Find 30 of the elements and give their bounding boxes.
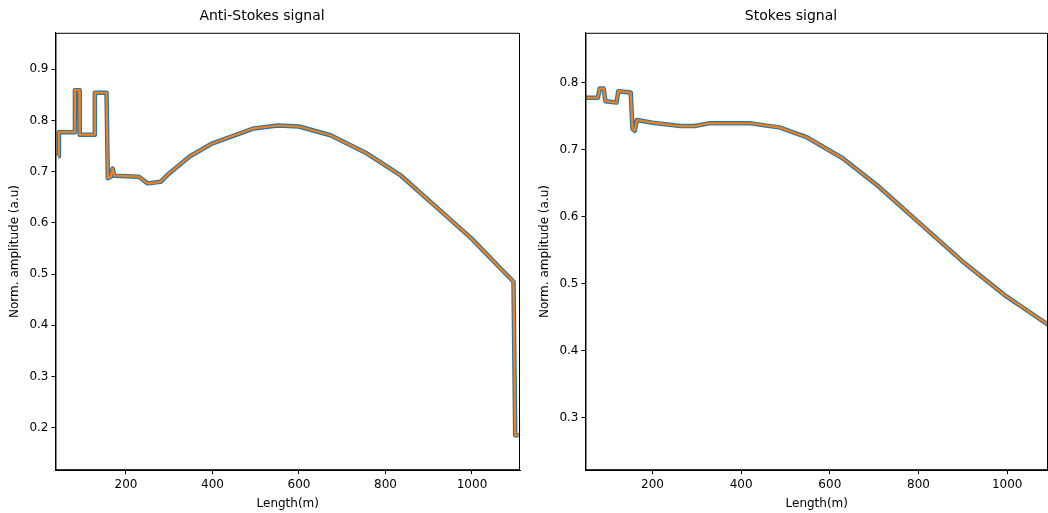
x-tick-label: 600 (287, 476, 311, 491)
x-tick-label: 1000 (456, 476, 488, 491)
x-axis-title: Length(m) (256, 495, 319, 510)
y-axis-title: Norm. amplitude (a.u) (7, 185, 22, 318)
y-tick-label: 0.2 (29, 419, 49, 434)
y-tick-label: 0.7 (559, 141, 579, 156)
y-tick-label: 0.4 (29, 317, 49, 332)
y-tick-label: 0.8 (29, 112, 49, 127)
x-tick-label: 200 (640, 476, 664, 491)
y-axis-title: Norm. amplitude (a.u) (537, 185, 552, 318)
x-tick-label: 800 (374, 476, 397, 491)
y-tick-label: 0.8 (559, 74, 579, 89)
y-tick-label: 0.6 (29, 214, 49, 229)
x-tick-label: 200 (114, 476, 138, 491)
y-tick-label: 0.5 (29, 266, 49, 281)
x-tick-label: 800 (907, 476, 930, 491)
y-tick-label: 0.4 (559, 342, 579, 357)
y-tick-label: 0.3 (29, 368, 49, 383)
x-tick-label: 600 (818, 476, 842, 491)
y-tick-label: 0.6 (559, 208, 579, 223)
x-axis-title: Length(m) (785, 495, 848, 510)
y-tick-label: 0.7 (29, 163, 49, 178)
chart-title: Stokes signal (744, 7, 838, 24)
x-tick-label: 400 (201, 476, 224, 491)
x-tick-label: 400 (729, 476, 753, 491)
y-tick-label: 0.9 (29, 61, 49, 76)
chart-title: Anti-Stokes signal (199, 7, 325, 24)
x-tick-label: 1000 (991, 476, 1023, 491)
y-tick-label: 0.5 (559, 275, 579, 290)
y-tick-label: 0.3 (559, 410, 579, 424)
